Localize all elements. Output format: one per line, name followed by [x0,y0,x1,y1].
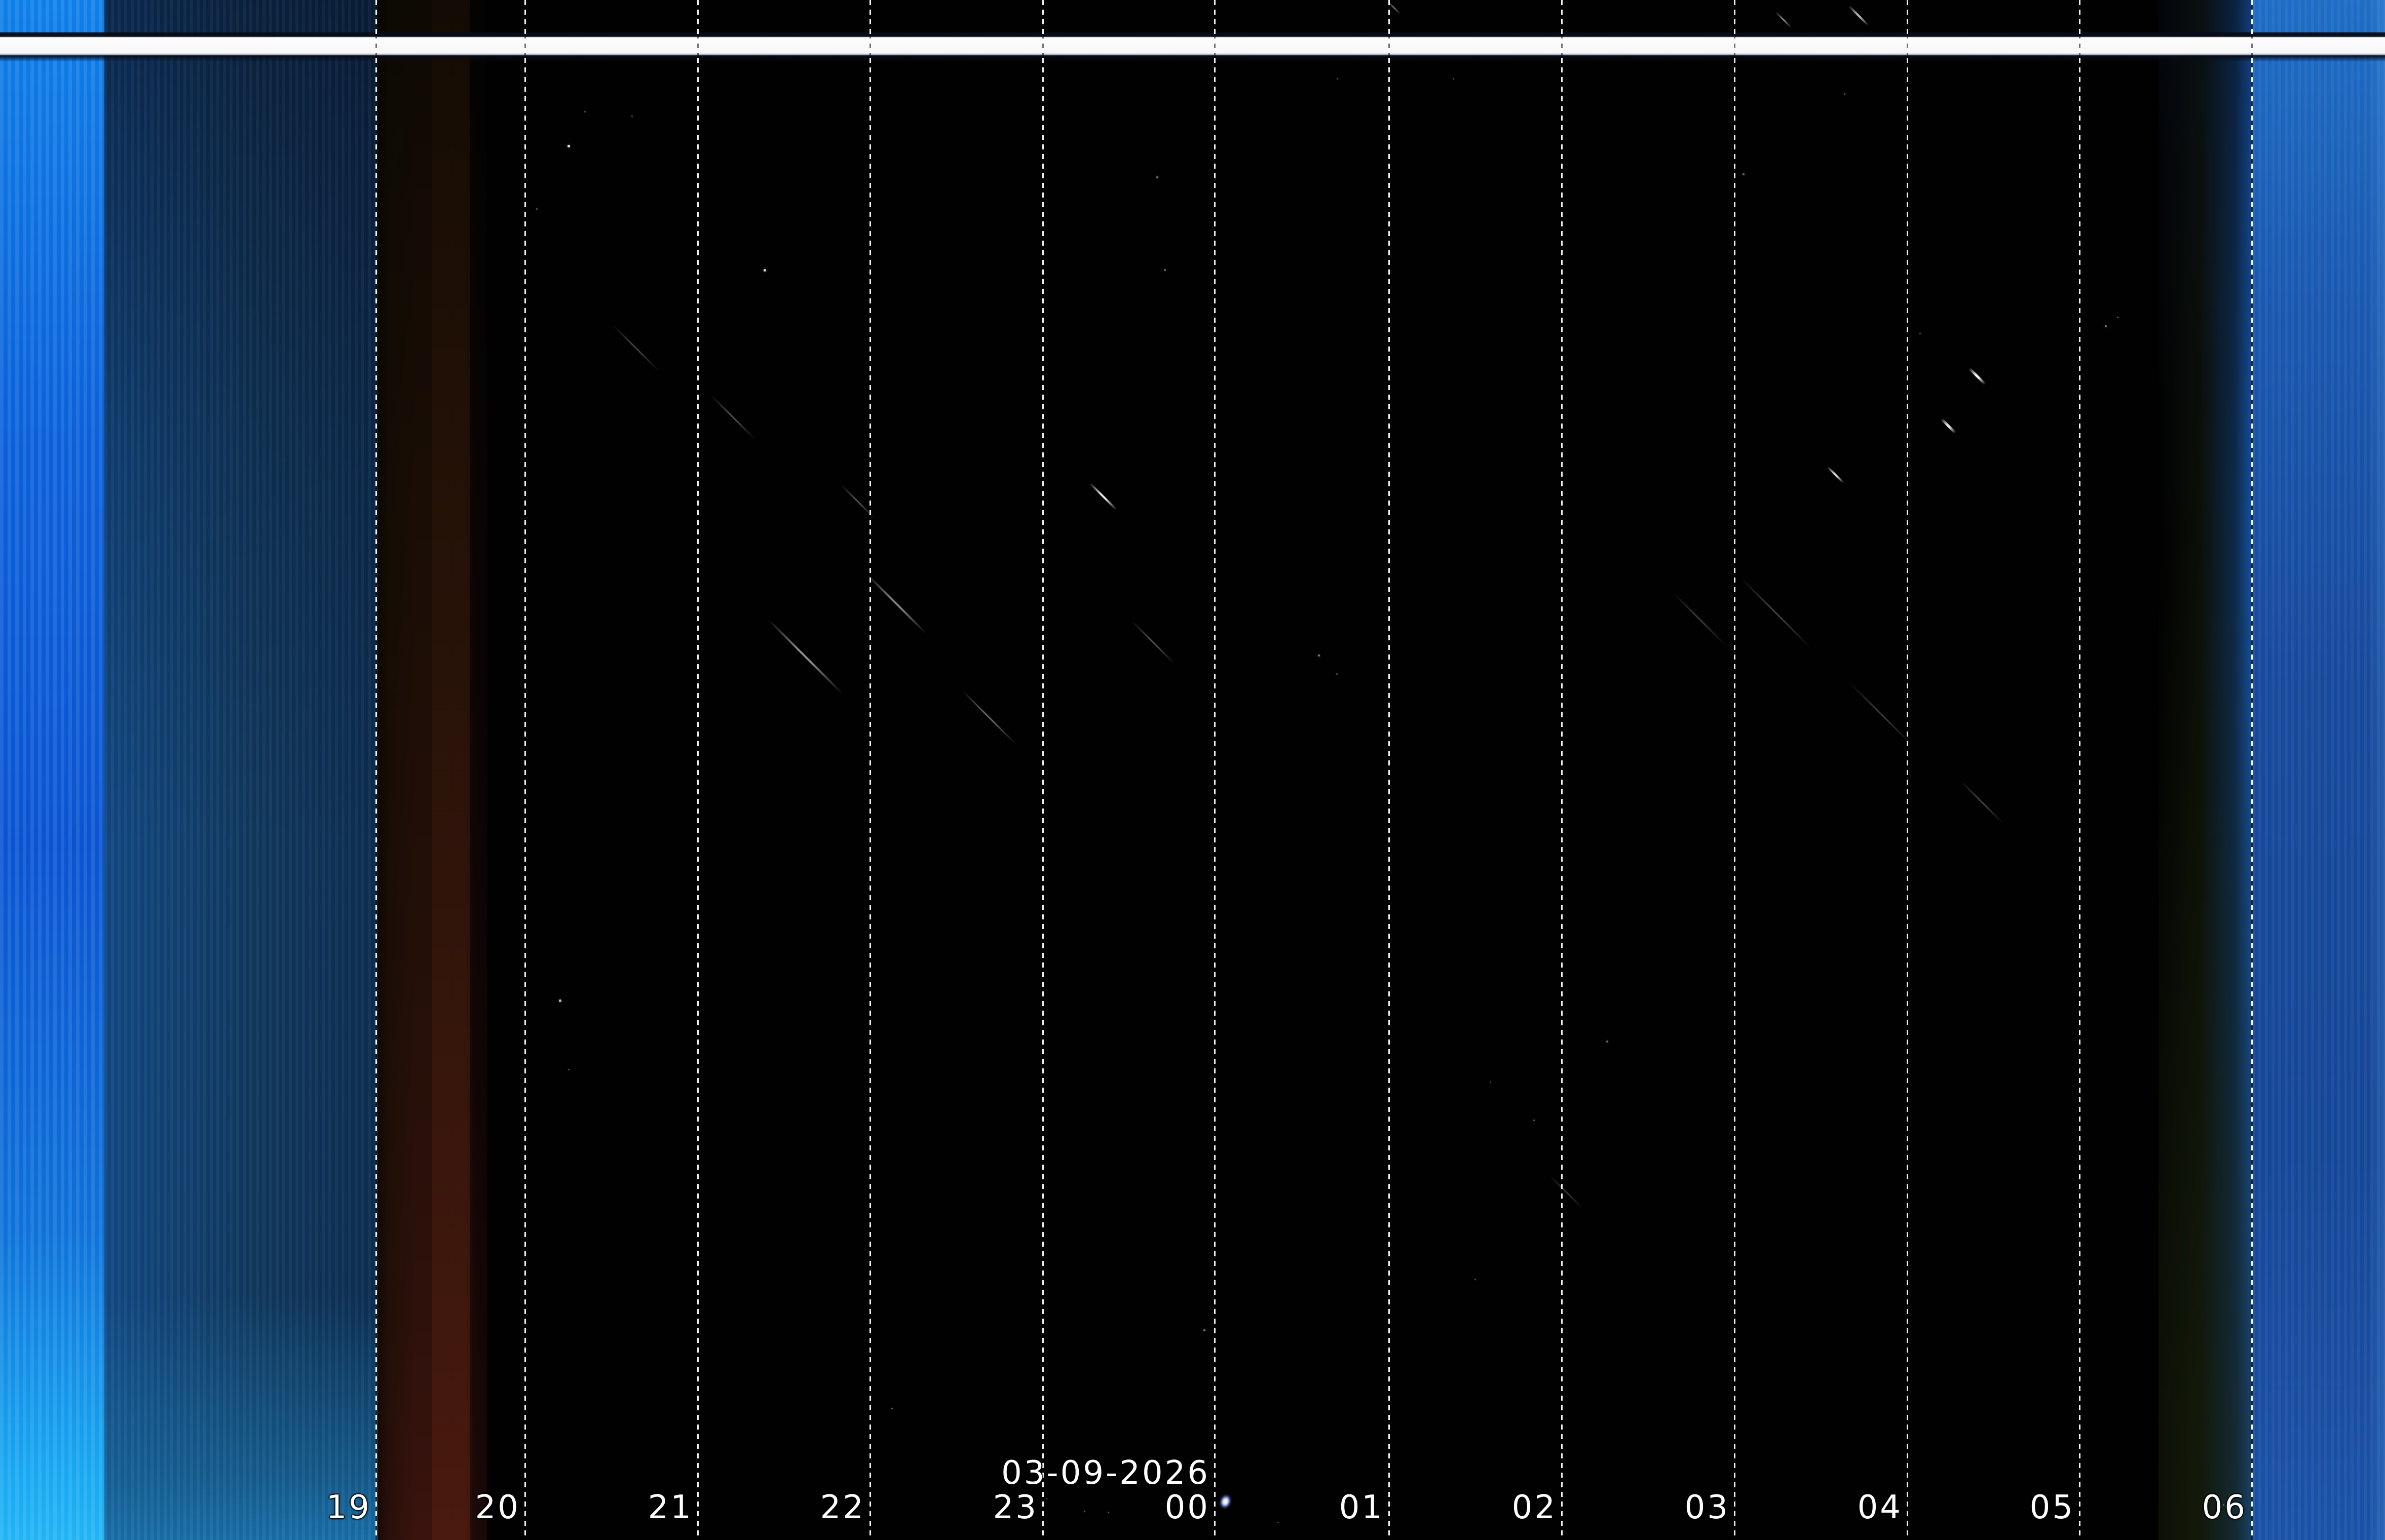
star-dot [1474,1278,1476,1280]
hour-gridline-06 [2251,0,2253,1540]
star-dot [1743,173,1745,175]
hour-gridline-02 [1561,0,1563,1540]
hour-label-02: 02 [1511,1489,1557,1526]
star-dot [1277,1521,1279,1523]
band-twilight-left-fade [104,0,377,1540]
hour-label-01: 01 [1339,1489,1384,1526]
hour-label-06: 06 [2202,1489,2247,1526]
hour-label-19: 19 [326,1489,371,1526]
star-dot [2222,1504,2224,1506]
hour-gridline-23 [1042,0,1044,1540]
star-dot [1156,176,1158,178]
star-dot [558,999,561,1002]
band-dusk-red-core [432,0,472,1540]
band-twilight-right [2252,0,2385,1540]
band-dawn-transition [2159,0,2252,1540]
star-dot [1843,93,1845,95]
star-dot [584,110,586,112]
star-dot [1336,673,1338,675]
hour-label-21: 21 [648,1489,693,1526]
hour-label-00: 00 [1164,1489,1210,1526]
star-dot [1318,654,1320,657]
star-dot [1083,1510,1085,1512]
hour-label-23: 23 [993,1489,1038,1526]
date-label: 03-09-2026 [1001,1454,1210,1492]
band-twilight-left-bright [0,0,104,1540]
band-dusk-dark-edge [470,0,487,1540]
star-dot [1107,1511,1109,1513]
hour-gridline-01 [1388,0,1390,1540]
star-dot [1045,1497,1047,1499]
hour-gridline-20 [524,0,526,1540]
hour-label-20: 20 [475,1489,520,1526]
band-night [481,0,2164,1540]
star-dot [567,1068,570,1070]
star-dot [1203,1329,1205,1331]
star-dot [2105,325,2107,327]
hour-gridline-05 [2079,0,2080,1540]
star-dot [891,1407,893,1409]
star-dot [1533,1119,1535,1121]
hour-gridline-19 [375,0,377,1540]
star-dot [1336,78,1338,80]
hour-label-04: 04 [1857,1489,1903,1526]
hour-label-03: 03 [1684,1489,1730,1526]
star-dot [1452,78,1454,80]
star-dot [631,115,633,117]
star-dot [1489,1081,1491,1083]
star-dot [1919,332,1921,334]
hour-gridline-22 [869,0,871,1540]
hour-gridline-03 [1734,0,1735,1540]
overexposure-artifact-band [0,32,2385,62]
star-dot [2116,316,2118,318]
star-dot [536,208,538,210]
hour-gridline-21 [697,0,699,1540]
star-dot [1164,269,1166,271]
hour-label-05: 05 [2029,1489,2075,1526]
hour-gridline-00 [1214,0,1216,1540]
hour-gridline-04 [1907,0,1908,1540]
star-dot [1606,1041,1608,1043]
hour-label-22: 22 [820,1489,865,1526]
star-dot [567,144,570,147]
star-dot [763,268,766,272]
